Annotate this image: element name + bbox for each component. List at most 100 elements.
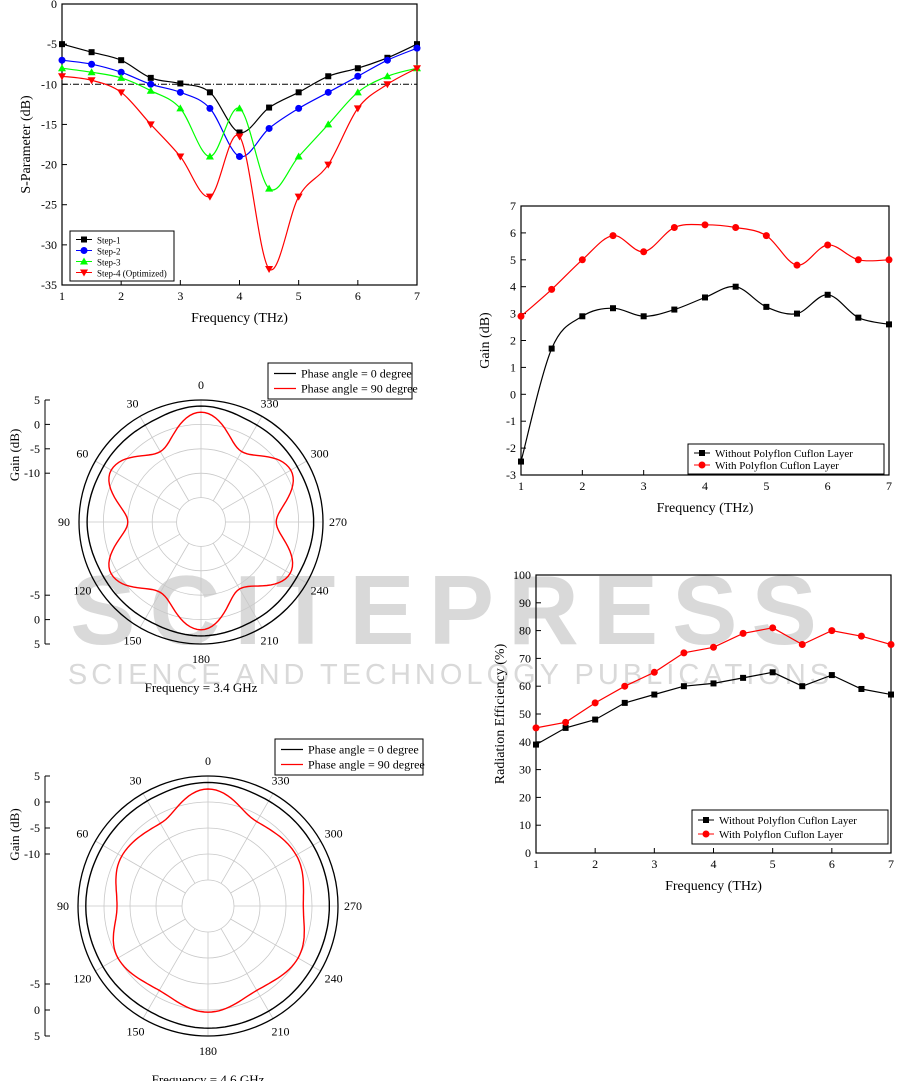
angle-label: 30 <box>130 773 142 787</box>
y-tick-label: 4 <box>510 280 516 294</box>
data-point <box>205 152 214 160</box>
data-point <box>146 86 155 94</box>
angle-label: 30 <box>127 396 139 410</box>
polar-grid-spoke <box>142 928 196 1019</box>
data-point <box>295 89 302 96</box>
angle-label: 240 <box>311 584 329 598</box>
polar-series-line <box>86 405 315 637</box>
data-point <box>117 73 126 81</box>
y-tick-label: 40 <box>519 735 531 749</box>
data-point <box>80 257 88 265</box>
polar-grid-ring <box>181 879 235 933</box>
polar-grid-spoke <box>230 840 321 894</box>
efficiency-chart: 1 2 3 4 5 6 7 0 10 20 30 40 50 60 70 80 90 100 Frequency (… <box>470 565 900 905</box>
data-point <box>324 120 333 128</box>
y-tick-label: 0 <box>51 0 57 11</box>
y-tick-label: 100 <box>513 568 531 582</box>
data-point <box>886 321 892 328</box>
data-point <box>176 104 185 112</box>
legend-label: With Polyflon Cuflon Layer <box>719 829 843 841</box>
x-tick-label: 1 <box>518 479 524 493</box>
radial-tick-label: -5 <box>30 442 40 456</box>
polar-caption: Frequency = 3.4 GHz <box>145 680 258 695</box>
data-point <box>763 303 770 310</box>
data-point <box>81 236 87 243</box>
data-point <box>858 685 865 692</box>
radial-tick-label: 5 <box>34 769 40 783</box>
series-line <box>520 285 890 462</box>
x-tick-label: 5 <box>296 289 302 303</box>
data-point <box>383 56 391 64</box>
data-point <box>888 691 894 698</box>
x-tick-label: 1 <box>59 289 65 303</box>
data-point <box>518 458 524 465</box>
angle-label: 150 <box>127 1025 145 1039</box>
data-point <box>701 221 709 229</box>
data-point <box>621 682 629 690</box>
legend-label: Without Polyflon Cuflon Layer <box>719 815 857 827</box>
data-point <box>532 724 540 732</box>
y-tick-label: 30 <box>519 763 531 777</box>
legend: Without Polyflon Cuflon Layer With Polyfl… <box>691 809 889 845</box>
data-point <box>671 306 678 313</box>
data-point <box>857 632 865 640</box>
y-tick-label: 10 <box>519 818 531 832</box>
data-point <box>177 80 184 87</box>
y-tick-label: -15 <box>41 117 57 131</box>
data-point <box>413 44 421 52</box>
polar-outer-ring <box>78 399 324 645</box>
polar-grid-spoke <box>95 460 181 511</box>
legend-label: Step-4 (Optimized) <box>97 269 167 279</box>
data-point <box>592 716 599 723</box>
y-axis-label: Gain (dB) <box>478 312 493 369</box>
data-point <box>87 77 96 85</box>
legend-box <box>274 738 424 776</box>
data-point <box>824 241 832 249</box>
data-point <box>794 310 800 317</box>
y-tick-label: 6 <box>510 226 516 240</box>
x-tick-label: 5 <box>763 479 769 493</box>
data-point <box>698 461 706 469</box>
data-point <box>562 718 570 726</box>
radial-tick-label: 0 <box>34 417 40 431</box>
data-point <box>266 104 273 111</box>
angle-label: 120 <box>73 972 91 986</box>
y-tick-label: -10 <box>41 77 57 91</box>
angle-label: 240 <box>325 972 343 986</box>
x-tick-label: 7 <box>886 479 892 493</box>
series-step-4-optimized- <box>58 65 421 273</box>
series-with-polyflon-cuflon-layer <box>532 624 895 732</box>
angle-label: 300 <box>311 447 329 461</box>
y-tick-label: 60 <box>519 679 531 693</box>
data-point <box>325 73 332 80</box>
polar-grid-spoke <box>212 416 263 502</box>
y-tick-label: 5 <box>510 253 516 267</box>
data-point <box>533 741 539 748</box>
angle-label: 90 <box>57 899 69 913</box>
x-tick-label: 2 <box>579 479 585 493</box>
y-tick-label: -5 <box>47 37 57 51</box>
series-step-2 <box>58 44 421 161</box>
y-tick-label: -35 <box>41 278 57 292</box>
data-point <box>88 60 96 68</box>
x-tick-label: 6 <box>829 857 835 871</box>
data-point <box>640 248 648 256</box>
data-point <box>176 153 185 161</box>
data-point <box>147 80 155 88</box>
data-point <box>206 104 214 112</box>
data-point <box>710 680 717 687</box>
x-axis-label: Frequency (THz) <box>657 501 754 516</box>
data-point <box>414 41 420 48</box>
radial-tick-label: -10 <box>24 466 40 480</box>
angle-label: 330 <box>272 773 290 787</box>
legend-label: Step-1 <box>97 236 121 246</box>
data-point <box>147 74 154 81</box>
legend-box <box>687 443 885 475</box>
y-tick-label: -30 <box>41 238 57 252</box>
y-tick-label: 2 <box>510 334 516 348</box>
polar-grid-spoke <box>139 542 190 628</box>
y-tick-label: 70 <box>519 651 531 665</box>
radial-tick-label: -10 <box>24 847 40 861</box>
data-point <box>354 72 362 80</box>
data-point <box>324 161 333 169</box>
